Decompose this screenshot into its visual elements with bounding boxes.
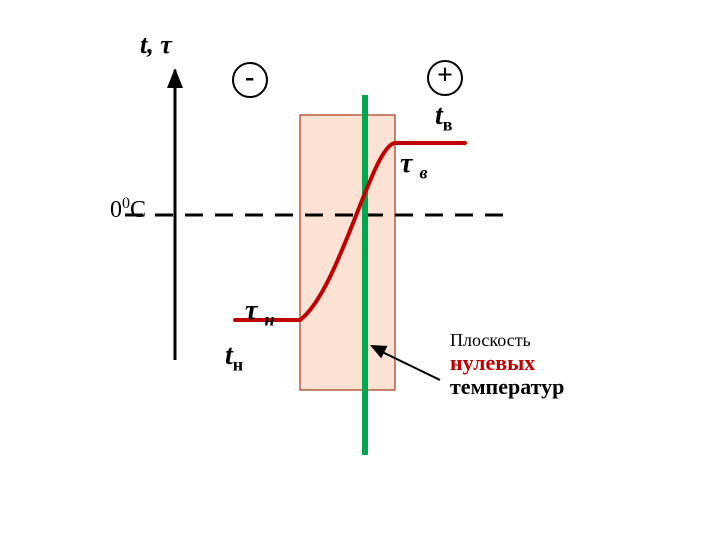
tau-v-label: τ в xyxy=(400,148,427,184)
t-n-label: tн xyxy=(225,340,243,376)
plane-label: Плоскость нулевых температур xyxy=(450,330,564,399)
tau-n-label: τ н xyxy=(245,295,274,331)
y-axis-label: t, τ xyxy=(140,30,172,60)
minus-sign: - xyxy=(245,62,254,94)
temperature-diagram xyxy=(0,0,720,540)
t-v-label: tв xyxy=(435,100,453,136)
zero-label: 00С xyxy=(110,195,146,224)
plus-sign: + xyxy=(437,60,453,92)
